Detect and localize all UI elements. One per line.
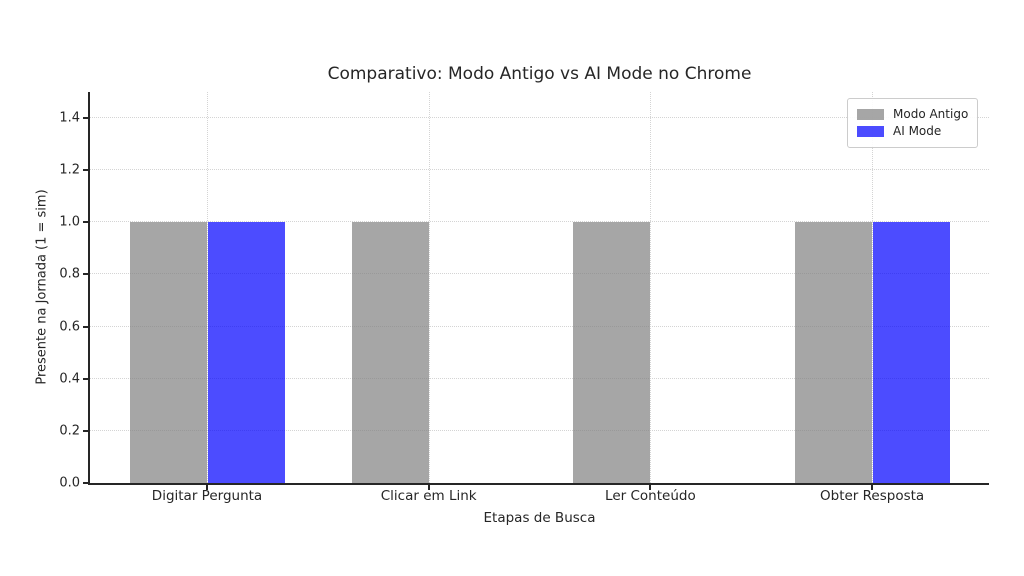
x-axis-label: Etapas de Busca (483, 510, 596, 526)
plot-area (88, 92, 989, 485)
y-tick-label: 0.4 (59, 371, 80, 387)
y-gridline (90, 117, 989, 119)
x-tick-mark (427, 485, 430, 490)
y-gridline (90, 429, 989, 431)
legend-swatch-modo-antigo (857, 109, 884, 120)
y-tick-mark (83, 169, 88, 172)
legend-entry-ai-mode: AI Mode (857, 124, 968, 139)
legend-entry-modo-antigo: Modo Antigo (857, 107, 968, 122)
y-tick-mark (83, 429, 88, 432)
y-tick-mark (83, 325, 88, 328)
y-tick-label: 0.6 (59, 319, 80, 335)
bar-modo-antigo-obter-resposta (795, 222, 873, 483)
y-tick-mark (83, 273, 88, 276)
x-tick-mark (206, 485, 208, 490)
y-tick-label: 0.0 (59, 475, 80, 491)
y-tick-mark (83, 117, 88, 120)
bar-ai-mode-digitar-pergunta (208, 222, 285, 483)
y-tick-mark (83, 221, 88, 224)
y-tick-label: 0.2 (59, 423, 80, 439)
legend-label-ai-mode: AI Mode (893, 124, 942, 138)
y-tick-label: 1.4 (59, 110, 80, 126)
x-gridline (650, 92, 652, 483)
y-gridline (90, 169, 989, 171)
chart-title: Comparativo: Modo Antigo vs AI Mode no C… (327, 64, 752, 84)
y-tick-label: 1.2 (59, 162, 80, 178)
y-gridline (90, 325, 989, 327)
y-gridline (90, 273, 989, 275)
x-gridline (428, 92, 430, 483)
y-gridline (90, 221, 989, 223)
y-tick-label: 1.0 (59, 214, 80, 230)
x-gridline (207, 92, 208, 483)
bar-modo-antigo-digitar-pergunta (130, 222, 207, 483)
bar-ai-mode-obter-resposta (873, 222, 951, 483)
legend-swatch-ai-mode (857, 126, 884, 137)
x-tick-label-digitar-pergunta: Digitar Pergunta (151, 488, 263, 504)
y-tick-mark (83, 482, 88, 484)
x-gridline (872, 92, 874, 483)
legend-label-modo-antigo: Modo Antigo (893, 107, 969, 121)
x-tick-mark (871, 485, 874, 490)
bar-modo-antigo-ler-conteudo (573, 222, 651, 483)
legend: Modo Antigo AI Mode (847, 98, 979, 148)
bar-modo-antigo-clicar-em-link (351, 222, 429, 483)
x-tick-label-clicar-em-link: Clicar em Link (380, 488, 477, 504)
x-tick-label-ler-conteudo: Ler Conteúdo (605, 488, 696, 504)
y-tick-label: 0.8 (59, 266, 80, 282)
x-tick-label-obter-resposta: Obter Resposta (820, 488, 925, 504)
y-gridline (90, 377, 989, 379)
y-tick-mark (83, 377, 88, 380)
x-tick-mark (649, 485, 652, 490)
